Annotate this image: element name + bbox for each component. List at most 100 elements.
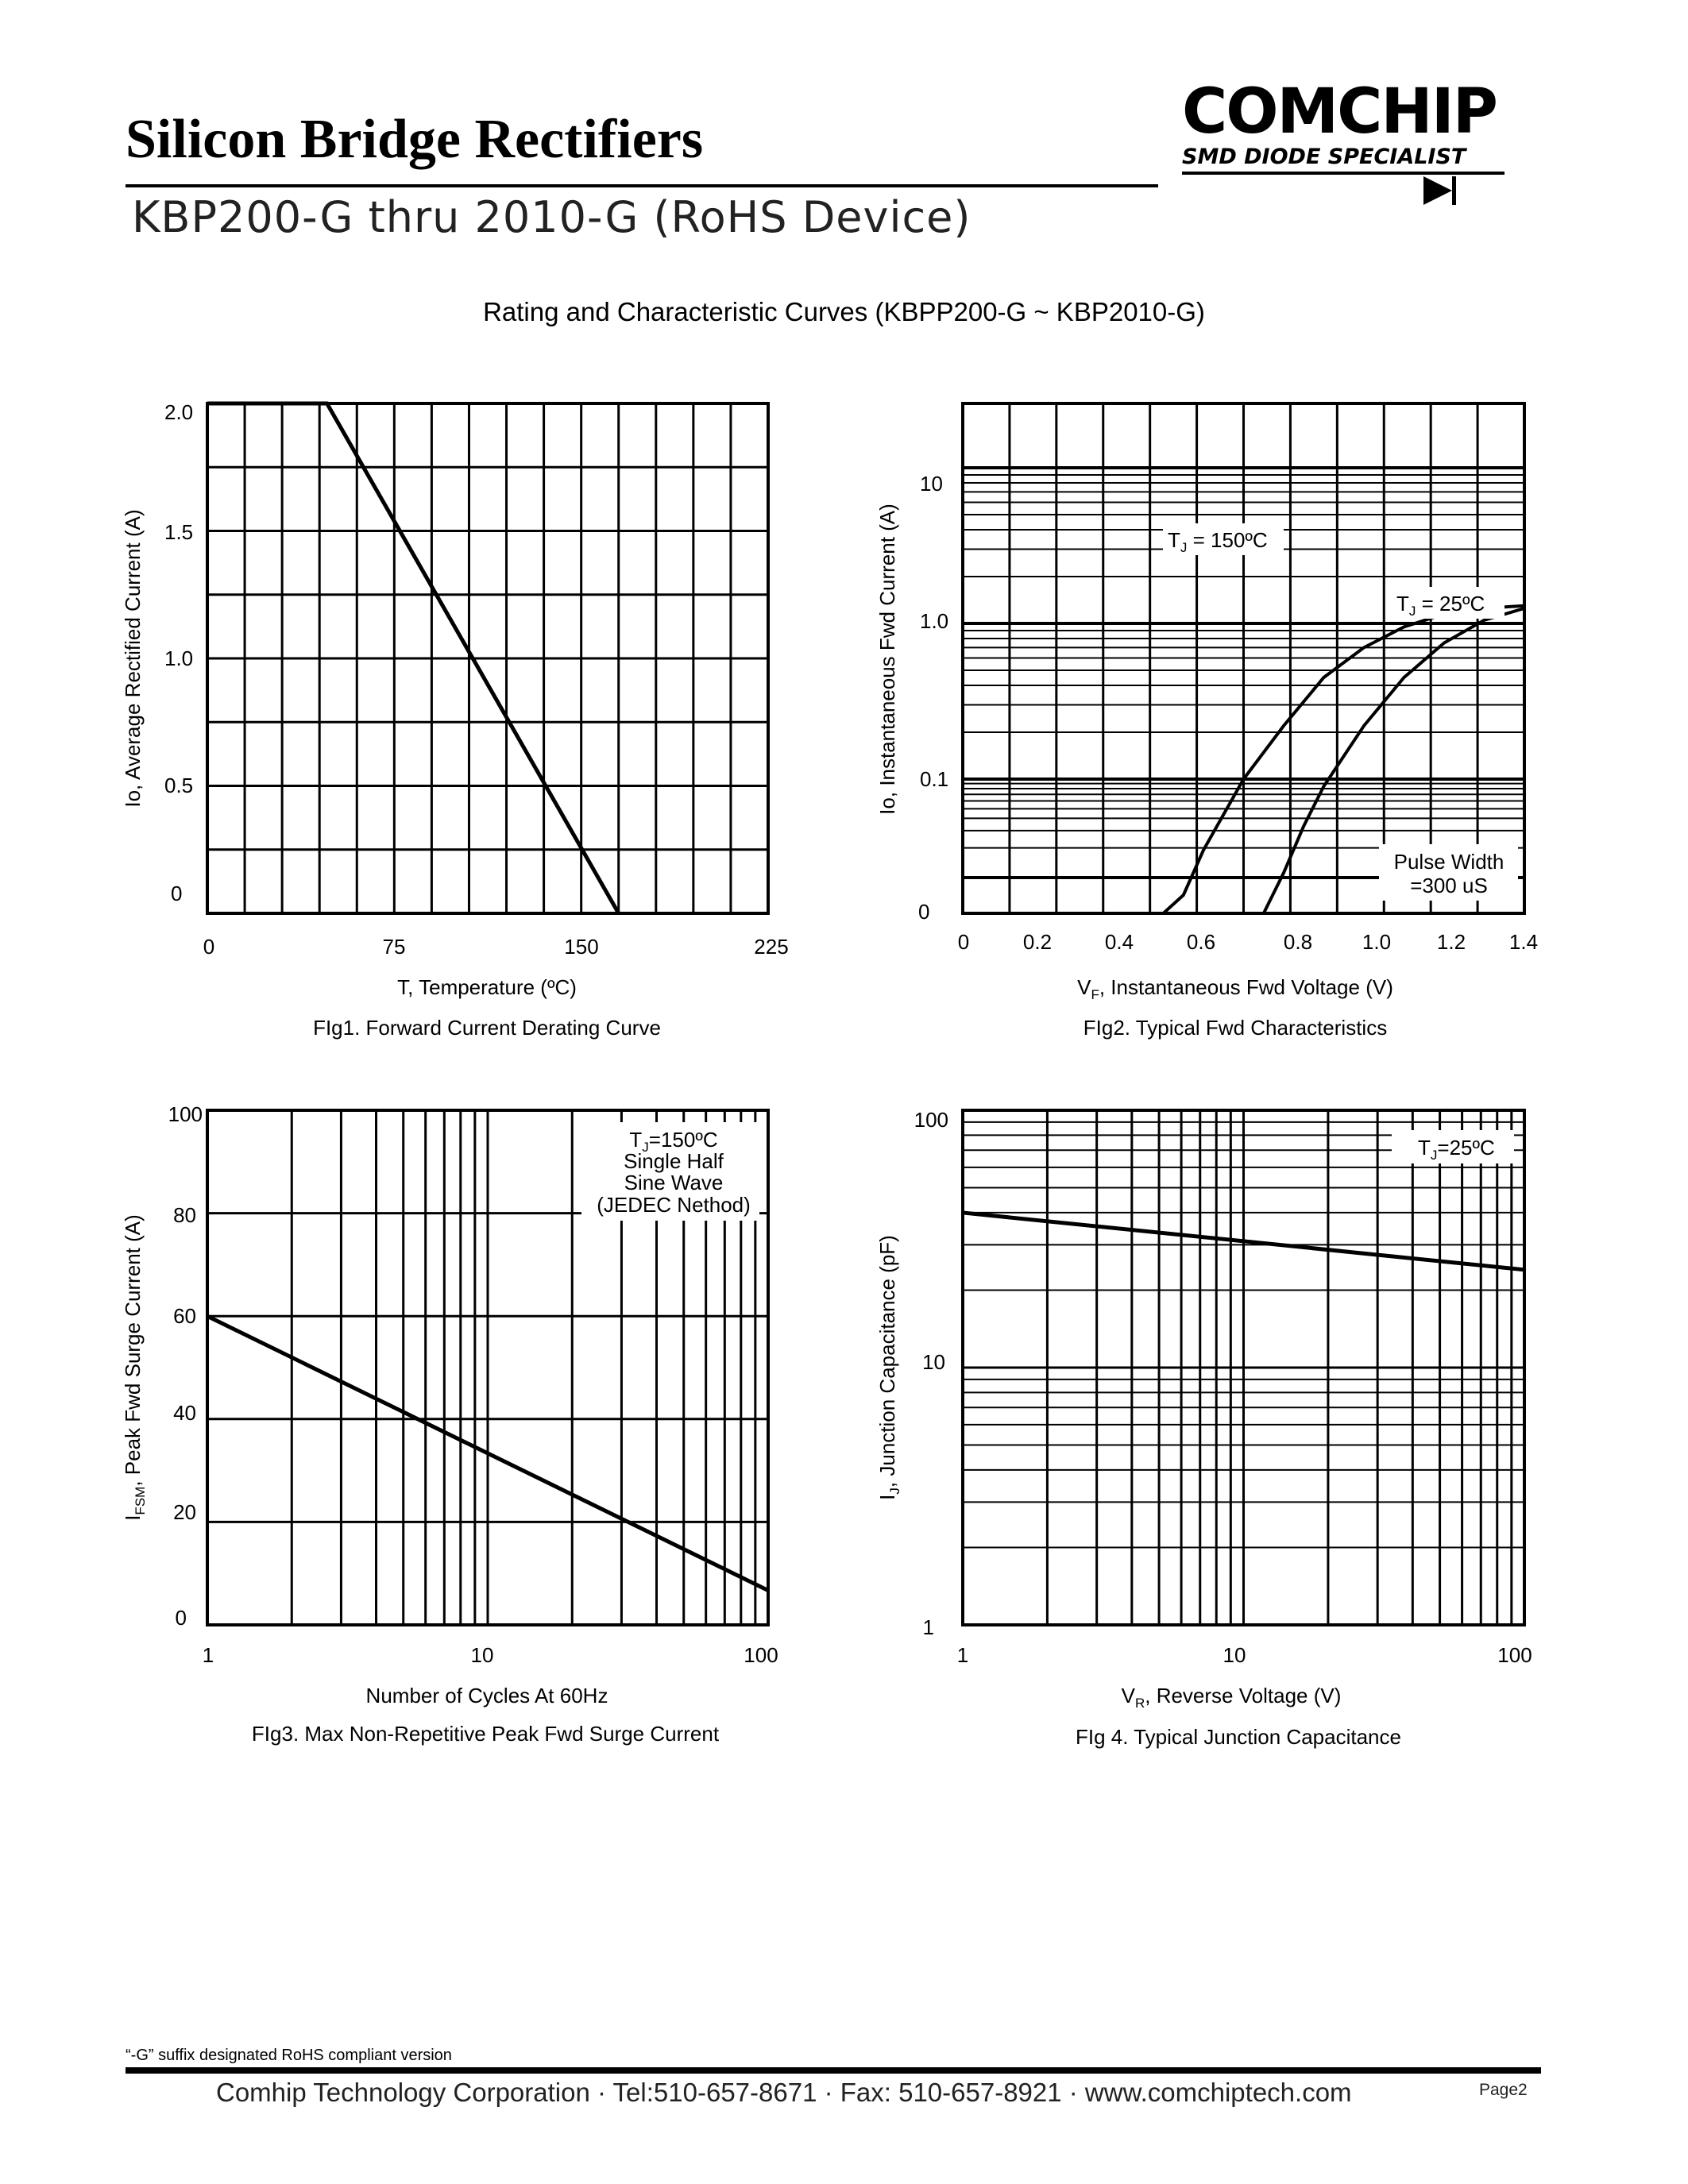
- c2-ytick: 0: [918, 900, 929, 924]
- c4-ann-main: T: [1418, 1136, 1431, 1160]
- c2-xticks: 0 0.2 0.4 0.6 0.8 1.0 1.2 1.4: [958, 930, 1538, 954]
- c3-ytick: 80: [173, 1203, 196, 1227]
- chart-fwd-characteristics: TJ = 150ºC TJ = 25ºC Pulse Width =300 uS…: [875, 402, 1538, 1040]
- page-title: Silicon Bridge Rectifiers: [126, 109, 704, 170]
- c4-annotation: TJ=25ºC: [1392, 1130, 1514, 1163]
- c3-yticks: 0 20 40 60 80 100: [168, 1102, 203, 1630]
- c4-yticks: 1 10 100: [914, 1108, 948, 1639]
- c4-xtick: 100: [1497, 1643, 1532, 1667]
- company-logo: COMCHIP SMD DIODE SPECIALIST: [1182, 76, 1516, 205]
- logo-rule: [1182, 172, 1505, 175]
- c3-title: FIg3. Max Non-Repetitive Peak Fwd Surge …: [252, 1722, 720, 1746]
- c1-xticks: 0 75 150 225: [203, 935, 789, 959]
- c4-ann-sub: J: [1431, 1148, 1438, 1163]
- c2-xtick: 1.2: [1437, 930, 1466, 954]
- c4-xlabel: VR, Reverse Voltage (V): [1122, 1684, 1342, 1711]
- c1-ytick: 2.0: [164, 400, 193, 424]
- c4-title: FIg 4. Typical Junction Capacitance: [1076, 1725, 1401, 1749]
- c4-xtick: 1: [957, 1643, 968, 1667]
- c3-frame: [206, 1109, 770, 1626]
- c2-ylabel: Io, Instantaneous Fwd Current (A): [875, 504, 899, 815]
- c2-ytick: 10: [920, 472, 943, 496]
- c2-pulse-annotation: Pulse Width =300 uS: [1379, 844, 1518, 901]
- c3-ann-main: T: [629, 1128, 642, 1152]
- logo-tagline: SMD DIODE SPECIALIST: [1182, 145, 1466, 169]
- c4-xtick: 10: [1223, 1643, 1246, 1667]
- svg-text:TJ=150ºC: TJ=150ºC: [629, 1128, 717, 1155]
- c2-ytick: 1.0: [920, 609, 948, 633]
- c2-label-150c-rest: = 150ºC: [1187, 528, 1267, 552]
- chart-junction-capacitance: TJ=25ºC 1 10 100 1 10 100 VR, Reverse Vo…: [875, 1108, 1532, 1749]
- c1-yticks: 0 0.5 1.0 1.5 2.0: [164, 400, 193, 905]
- c2-xtick: 1.4: [1509, 930, 1538, 954]
- chart-derating: 0 0.5 1.0 1.5 2.0 0 75 150 225 T, Temper…: [121, 400, 789, 1040]
- c3-ann-line2: Single Half: [624, 1149, 724, 1173]
- c4-ann-rest: =25ºC: [1437, 1136, 1494, 1160]
- c2-xtick: 0: [958, 930, 969, 954]
- c2-label-25c-sub: J: [1409, 604, 1416, 619]
- chart-surge-current: TJ=150ºC Single Half Sine Wave (JEDEC Ne…: [121, 1102, 778, 1746]
- c4-ylabel: IJ, Junction Capacitance (pF): [875, 1235, 902, 1500]
- footer-company: Comhip Technology Corporation · Tel:510-…: [216, 2078, 1352, 2107]
- c2-label-150c-main: T: [1168, 528, 1180, 552]
- c3-ytick: 100: [168, 1102, 203, 1126]
- diode-icon: [1423, 176, 1456, 205]
- c2-ytick: 0.1: [920, 767, 948, 791]
- header-rule: [126, 184, 1158, 187]
- c3-ann-sub: J: [642, 1140, 649, 1155]
- c1-ytick: 1.5: [164, 520, 193, 544]
- c1-ytick: 1.0: [164, 646, 193, 670]
- c1-title: FIg1. Forward Current Derating Curve: [313, 1016, 661, 1040]
- c1-series-line: [207, 401, 620, 915]
- c3-ytick: 0: [176, 1606, 187, 1630]
- c3-xtick: 10: [471, 1643, 494, 1667]
- c2-pulse-line2: =300 uS: [1410, 874, 1488, 897]
- c1-xtick: 75: [383, 935, 406, 959]
- c2-xtick: 0.2: [1023, 930, 1052, 954]
- c2-series-line-25c: [1223, 607, 1525, 915]
- c1-xtick: 0: [203, 935, 214, 959]
- c1-ytick: 0.5: [164, 774, 193, 797]
- c2-label-150c: TJ = 150ºC: [1163, 523, 1284, 555]
- c4-ytick: 100: [914, 1108, 948, 1132]
- c4-ytick: 1: [923, 1615, 934, 1639]
- c2-yticks: 0 0.1 1.0 10: [918, 472, 948, 924]
- footer-note: “-G” suffix designated RoHS compliant ve…: [126, 2047, 452, 2064]
- c4-frame: [961, 1109, 1526, 1626]
- c4-xticks: 1 10 100: [957, 1643, 1532, 1667]
- c1-ylabel: Io, Average Rectified Current (A): [121, 509, 145, 807]
- c3-ytick: 60: [173, 1304, 196, 1328]
- c4-series-line: [962, 1210, 1525, 1272]
- c4-ytick: 10: [922, 1350, 945, 1374]
- c2-xtick: 0.8: [1284, 930, 1312, 954]
- c2-xtick: 1.0: [1362, 930, 1391, 954]
- footer-page-number: Page2: [1479, 2081, 1528, 2099]
- footer-rule: [126, 2067, 1541, 2074]
- c3-ann-line4: (JEDEC Nethod): [597, 1193, 751, 1217]
- c3-ann-line3: Sine Wave: [624, 1171, 724, 1194]
- c3-xlabel: Number of Cycles At 60Hz: [366, 1684, 608, 1707]
- c3-ytick: 40: [173, 1401, 196, 1425]
- c3-xtick: 1: [203, 1643, 214, 1667]
- c1-grid: [207, 403, 768, 913]
- c1-xlabel: T, Temperature (ºC): [397, 975, 577, 999]
- svg-text:TJ = 150ºC: TJ = 150ºC: [1168, 528, 1268, 555]
- c2-label-25c-rest: = 25ºC: [1416, 592, 1485, 615]
- c1-xtick: 225: [754, 935, 788, 959]
- svg-text:TJ = 25ºC: TJ = 25ºC: [1396, 592, 1485, 619]
- c1-ytick: 0: [171, 882, 182, 905]
- logo-text: COMCHIP: [1182, 76, 1498, 148]
- c1-xtick: 150: [564, 935, 598, 959]
- c2-label-25c-main: T: [1396, 592, 1409, 615]
- c3-ytick: 20: [173, 1500, 196, 1524]
- svg-text:TJ=25ºC: TJ=25ºC: [1418, 1136, 1495, 1163]
- c2-title: FIg2. Typical Fwd Characteristics: [1083, 1016, 1387, 1040]
- c3-annotation: TJ=150ºC Single Half Sine Wave (JEDEC Ne…: [581, 1122, 759, 1221]
- c3-ylabel: IFSM, Peak Fwd Surge Current (A): [121, 1214, 148, 1521]
- c3-series-line: [206, 1314, 770, 1592]
- c2-label-150c-sub: J: [1180, 540, 1188, 555]
- c2-pulse-line1: Pulse Width: [1394, 850, 1505, 874]
- c4-grid: [963, 1110, 1524, 1625]
- c2-xtick: 0.6: [1187, 930, 1215, 954]
- c3-ann-rest: =150ºC: [649, 1128, 718, 1152]
